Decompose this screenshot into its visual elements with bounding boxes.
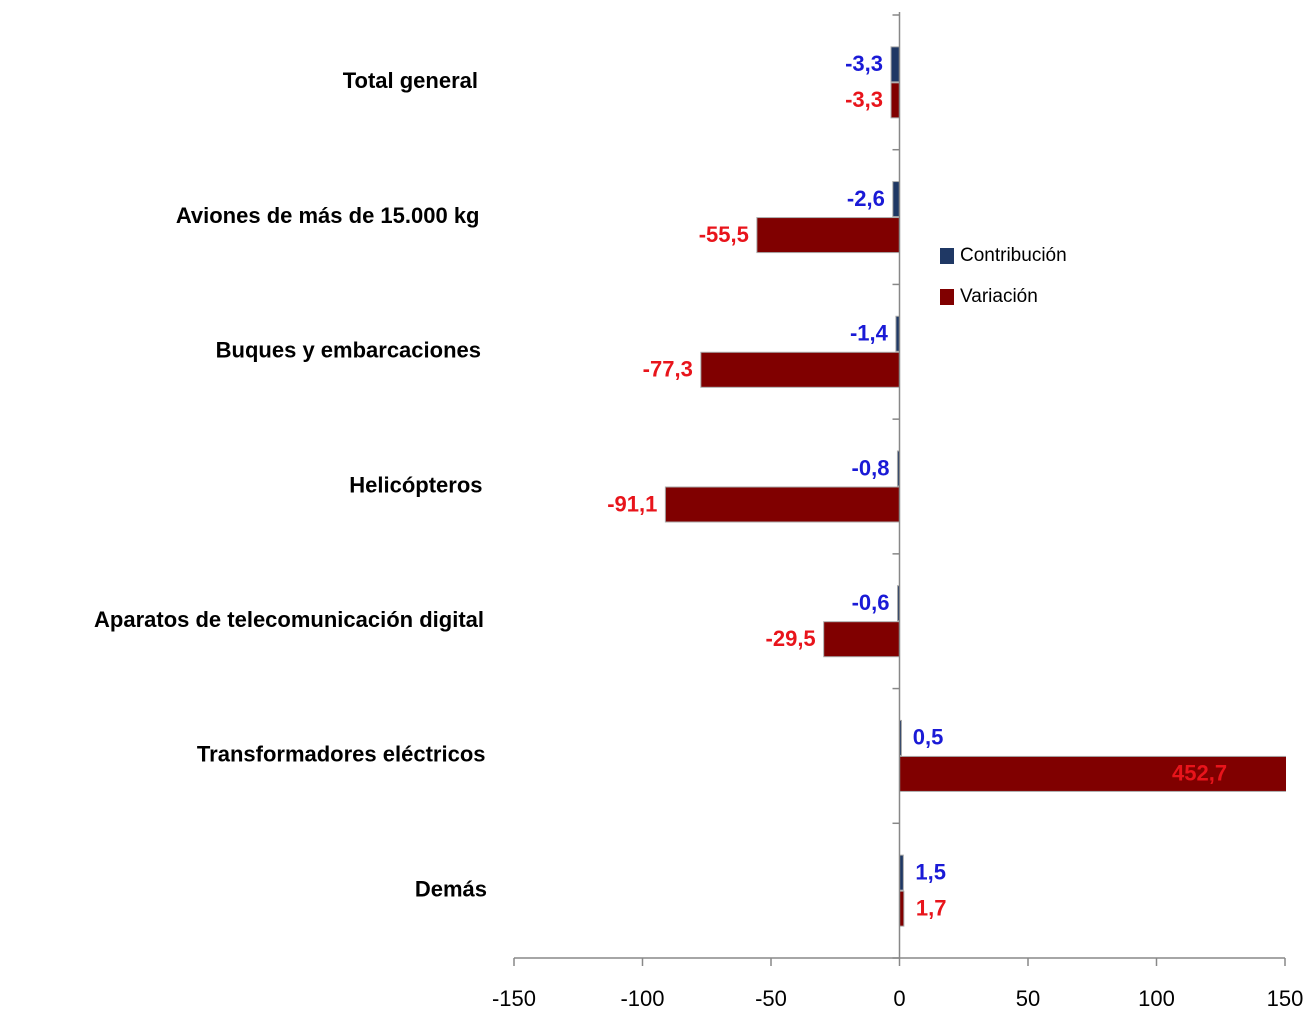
category-label: Total general xyxy=(343,68,478,93)
category-label: Demás xyxy=(415,876,487,901)
bar xyxy=(890,46,900,83)
bar xyxy=(892,181,900,218)
data-label: -0,6 xyxy=(852,590,890,615)
bar xyxy=(823,621,900,658)
x-tick-label: 150 xyxy=(1267,986,1304,1010)
legend-swatch xyxy=(940,289,954,305)
category-label: Buques y embarcaciones xyxy=(216,338,481,363)
data-label: -1,4 xyxy=(850,321,889,346)
category-label: Transformadores eléctricos xyxy=(197,742,486,767)
data-label: 0,5 xyxy=(913,725,944,750)
category-label: Aparatos de telecomunicación digital xyxy=(94,607,484,632)
data-label: -0,8 xyxy=(852,455,890,480)
data-label: -29,5 xyxy=(766,626,816,651)
legend-label: Variación xyxy=(960,286,1038,307)
data-label: -2,6 xyxy=(847,186,885,211)
data-label: 1,7 xyxy=(916,895,947,920)
x-tick-label: -50 xyxy=(755,986,787,1010)
plot-area xyxy=(664,46,1286,927)
bar xyxy=(890,82,900,119)
x-tick-label: 100 xyxy=(1138,986,1175,1010)
bar xyxy=(664,486,900,523)
x-tick-label: 0 xyxy=(893,986,905,1010)
legend-swatch xyxy=(940,248,954,264)
data-label: -55,5 xyxy=(699,222,749,247)
category-label: Helicópteros xyxy=(349,472,482,497)
x-tick-label: 50 xyxy=(1016,986,1040,1010)
data-label: -91,1 xyxy=(607,491,657,516)
data-label: -77,3 xyxy=(643,357,693,382)
bar xyxy=(700,351,900,388)
data-label: -3,3 xyxy=(845,51,883,76)
data-label: 452,7 xyxy=(1172,761,1227,786)
category-label: Aviones de más de 15.000 kg xyxy=(176,203,480,228)
data-label: -3,3 xyxy=(845,87,883,112)
x-tick-label: -100 xyxy=(620,986,664,1010)
bar xyxy=(756,217,900,254)
bar xyxy=(899,755,1286,792)
legend-label: Contribución xyxy=(960,245,1067,266)
x-tick-label: -150 xyxy=(492,986,536,1010)
data-label: 1,5 xyxy=(915,859,946,884)
